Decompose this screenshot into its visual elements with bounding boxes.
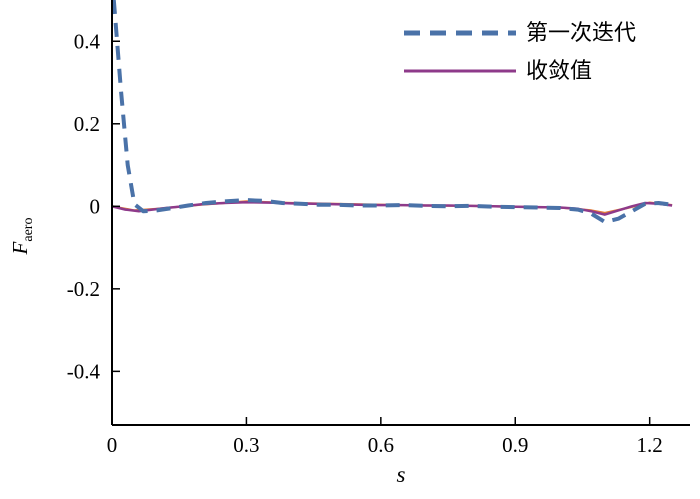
legend-line-sample	[404, 30, 516, 36]
legend-line-sample	[404, 69, 516, 73]
x-tick-label: 0.3	[233, 433, 259, 457]
series-line-第一次迭代	[112, 0, 673, 224]
y-tick-label: 0	[90, 194, 101, 218]
legend-item: 第一次迭代	[404, 20, 636, 46]
y-axis-label-main: F	[7, 241, 32, 255]
legend-item: 收敛值	[404, 58, 636, 84]
x-tick-label: 0.6	[368, 433, 394, 457]
x-axis-label: s	[396, 462, 406, 487]
y-tick-label: -0.2	[67, 277, 100, 301]
y-tick-label: -0.4	[67, 359, 101, 383]
series-group	[112, 0, 673, 224]
x-tick-label: 1.2	[637, 433, 663, 457]
legend: 第一次迭代 收敛值	[404, 20, 636, 84]
legend-label: 收敛值	[526, 58, 593, 83]
y-tick-label: 0.4	[74, 29, 101, 53]
y-axis-label-subscript: aero	[21, 217, 37, 242]
y-axis-label: Faero	[8, 218, 37, 255]
x-tick-label: 0.9	[502, 433, 528, 457]
legend-label: 第一次迭代	[526, 20, 637, 45]
x-tick-label: 0	[107, 433, 118, 457]
y-tick-label: 0.2	[74, 112, 100, 136]
